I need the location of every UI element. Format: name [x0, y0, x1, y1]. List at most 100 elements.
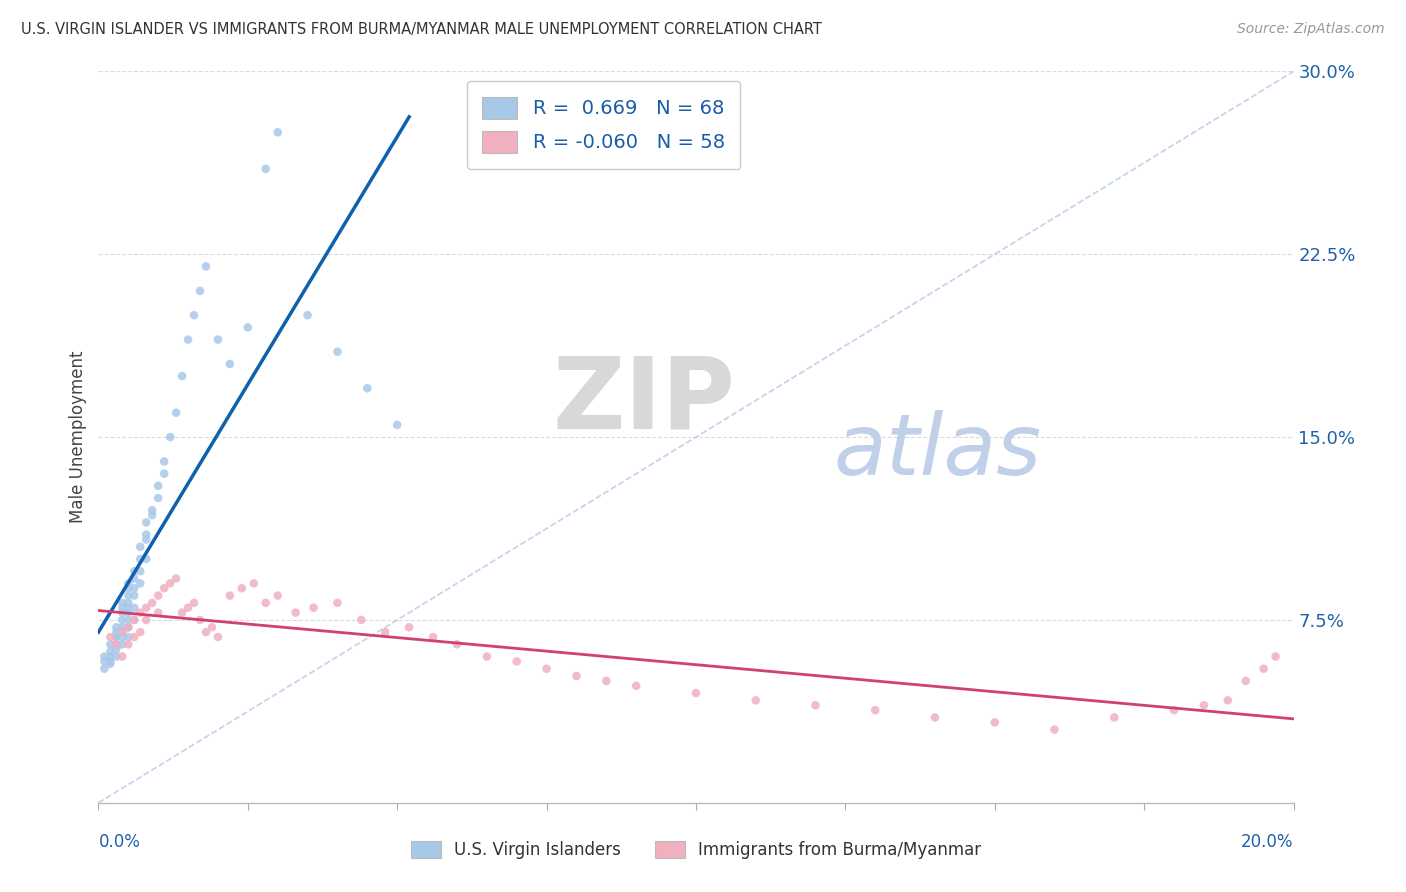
- Text: atlas: atlas: [834, 410, 1042, 493]
- Point: [745, 693, 768, 707]
- Point: [135, 600, 157, 615]
- Point: [159, 430, 181, 444]
- Point: [148, 491, 170, 505]
- Point: [148, 479, 170, 493]
- Point: [111, 625, 134, 640]
- Point: [124, 600, 146, 615]
- Point: [111, 606, 134, 620]
- Point: [1234, 673, 1257, 688]
- Point: [188, 284, 211, 298]
- Point: [565, 669, 588, 683]
- Point: [153, 581, 176, 595]
- Point: [93, 649, 115, 664]
- Point: [446, 637, 468, 651]
- Point: [595, 673, 617, 688]
- Point: [117, 637, 139, 651]
- Point: [350, 613, 373, 627]
- Point: [1163, 703, 1185, 717]
- Point: [117, 581, 139, 595]
- Point: [129, 576, 152, 591]
- Point: [1043, 723, 1066, 737]
- Point: [422, 630, 444, 644]
- Point: [297, 308, 319, 322]
- Point: [506, 654, 529, 668]
- Point: [141, 508, 163, 522]
- Legend: U.S. Virgin Islanders, Immigrants from Burma/Myanmar: U.S. Virgin Islanders, Immigrants from B…: [402, 833, 990, 868]
- Point: [267, 589, 290, 603]
- Point: [117, 589, 139, 603]
- Point: [129, 540, 152, 554]
- Point: [243, 576, 266, 591]
- Point: [105, 620, 128, 634]
- Point: [374, 625, 396, 640]
- Point: [356, 381, 378, 395]
- Point: [105, 625, 128, 640]
- Point: [105, 649, 128, 664]
- Point: [135, 533, 157, 547]
- Point: [135, 552, 157, 566]
- Point: [924, 710, 946, 724]
- Point: [117, 630, 139, 644]
- Point: [183, 308, 205, 322]
- Point: [188, 613, 211, 627]
- Point: [172, 369, 194, 384]
- Point: [129, 606, 152, 620]
- Point: [129, 552, 152, 566]
- Point: [219, 589, 242, 603]
- Y-axis label: Male Unemployment: Male Unemployment: [69, 351, 87, 524]
- Point: [117, 600, 139, 615]
- Point: [177, 333, 200, 347]
- Point: [398, 620, 420, 634]
- Point: [326, 344, 349, 359]
- Point: [111, 649, 134, 664]
- Point: [98, 649, 122, 664]
- Point: [536, 662, 558, 676]
- Point: [207, 333, 229, 347]
- Point: [165, 572, 187, 586]
- Point: [1104, 710, 1126, 724]
- Point: [254, 161, 277, 176]
- Point: [1216, 693, 1239, 707]
- Point: [111, 600, 134, 615]
- Point: [93, 662, 115, 676]
- Text: 0.0%: 0.0%: [98, 833, 141, 851]
- Point: [219, 357, 242, 371]
- Point: [984, 715, 1007, 730]
- Point: [135, 613, 157, 627]
- Point: [302, 600, 325, 615]
- Point: [267, 125, 290, 139]
- Point: [284, 606, 307, 620]
- Point: [159, 576, 181, 591]
- Point: [105, 637, 128, 651]
- Point: [195, 260, 218, 274]
- Point: [626, 679, 648, 693]
- Point: [105, 630, 128, 644]
- Text: ZIP: ZIP: [553, 352, 735, 449]
- Point: [135, 527, 157, 541]
- Point: [177, 600, 200, 615]
- Point: [124, 589, 146, 603]
- Point: [117, 620, 139, 634]
- Point: [1253, 662, 1275, 676]
- Point: [98, 637, 122, 651]
- Point: [254, 596, 277, 610]
- Point: [129, 564, 152, 578]
- Text: Source: ZipAtlas.com: Source: ZipAtlas.com: [1237, 22, 1385, 37]
- Point: [117, 620, 139, 634]
- Point: [172, 606, 194, 620]
- Point: [231, 581, 253, 595]
- Point: [111, 613, 134, 627]
- Point: [111, 625, 134, 640]
- Point: [1264, 649, 1286, 664]
- Point: [111, 620, 134, 634]
- Point: [201, 620, 224, 634]
- Point: [195, 625, 218, 640]
- Point: [117, 606, 139, 620]
- Point: [865, 703, 887, 717]
- Point: [183, 596, 205, 610]
- Point: [117, 576, 139, 591]
- Point: [111, 637, 134, 651]
- Point: [124, 613, 146, 627]
- Point: [236, 320, 259, 334]
- Point: [141, 503, 163, 517]
